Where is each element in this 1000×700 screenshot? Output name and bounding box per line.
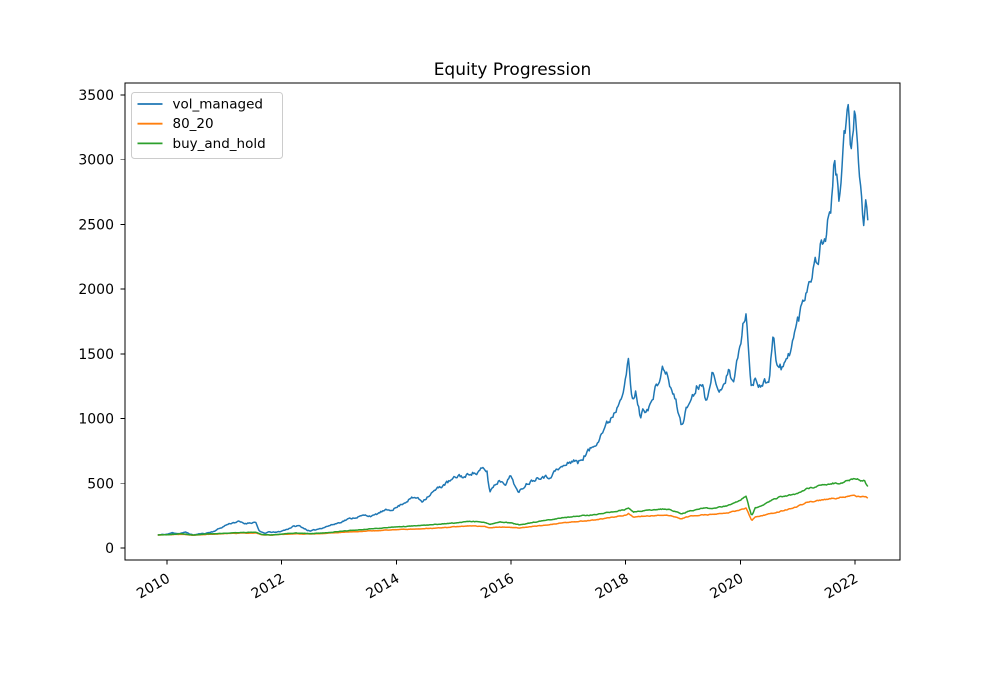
legend-label-80_20: 80_20 <box>173 116 214 132</box>
chart-title: Equity Progression <box>433 60 592 80</box>
series-line-buy_and_hold <box>157 477 869 536</box>
plot-border <box>124 82 901 561</box>
y-tick-label: 0 <box>105 541 114 557</box>
y-tick-label: 2000 <box>78 282 114 298</box>
y-tick-label: 1000 <box>78 412 114 428</box>
legend-label-vol_managed: vol_managed <box>173 97 263 113</box>
x-tick-label: 2022 <box>822 571 861 603</box>
y-tick-label: 3500 <box>78 88 114 104</box>
series-line-80_20 <box>157 494 869 536</box>
series-line-vol_managed <box>157 103 869 536</box>
y-tick-label: 1500 <box>78 347 114 363</box>
x-tick-label: 2012 <box>249 571 288 603</box>
y-tick-label: 2500 <box>78 217 114 233</box>
x-tick-label: 2018 <box>593 571 632 603</box>
x-tick-label: 2010 <box>134 571 173 603</box>
y-tick-label: 3000 <box>78 153 114 169</box>
x-tick-label: 2016 <box>478 571 517 603</box>
y-tick-label: 500 <box>87 476 114 492</box>
legend-box <box>131 92 283 159</box>
legend-label-buy_and_hold: buy_and_hold <box>173 136 266 152</box>
x-tick-label: 2020 <box>707 571 746 603</box>
x-tick-label: 2014 <box>363 571 402 603</box>
